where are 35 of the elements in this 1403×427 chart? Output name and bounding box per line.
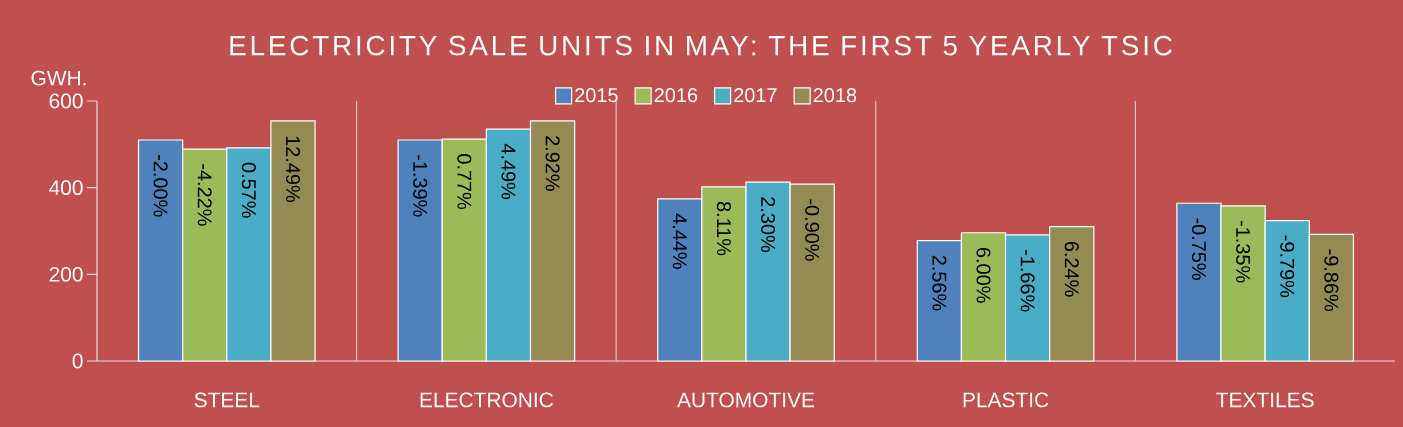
y-tick-label: 400: [49, 180, 83, 196]
annotation: 6.00%: [976, 247, 991, 303]
y-tick-label: 600: [49, 93, 83, 109]
annotation: -0.75%: [1191, 218, 1206, 280]
annotation: -9.86%: [1324, 249, 1339, 312]
annotation: 4.49%: [501, 143, 516, 200]
legend-label: 2015: [575, 88, 618, 103]
chart-title: ELECTRICITY SALE UNITS IN MAY: THE FIRST 5 YEARLY TSIC: [230, 35, 1172, 56]
x-tick-label: TEXTILES: [1216, 392, 1314, 408]
annotation: 4.44%: [672, 213, 687, 269]
annotation: 6.24%: [1064, 241, 1079, 297]
annotation: -0.90%: [805, 199, 820, 261]
annotation: 2.56%: [932, 255, 947, 311]
annotation: -1.35%: [1236, 220, 1251, 283]
annotation: 8.11%: [716, 201, 731, 256]
x-tick-label: STEEL: [194, 392, 260, 408]
annotation: -4.22%: [197, 164, 212, 226]
annotation: 12.49%: [285, 136, 301, 202]
annotation: 2.92%: [545, 136, 560, 191]
y-tick-label: 0: [72, 353, 83, 369]
legend-label: 2018: [813, 88, 857, 103]
x-tick-label: AUTOMOTIVE: [677, 392, 815, 408]
legend-label: 2016: [654, 88, 698, 103]
x-tick-label: PLASTIC: [963, 392, 1049, 408]
annotation: 2.30%: [760, 197, 776, 253]
y-tick-label: 200: [49, 266, 83, 282]
legend-label: 2017: [734, 88, 777, 103]
annotation: -9.79%: [1280, 235, 1295, 298]
annotation: -2.00%: [153, 155, 168, 217]
y-axis-title: GWH.: [31, 70, 86, 86]
annotation: 0.77%: [457, 154, 472, 210]
annotation: 0.57%: [241, 162, 256, 218]
x-tick-label: ELECTRONIC: [420, 392, 554, 408]
annotation: -1.66%: [1020, 249, 1035, 312]
annotation: -1.39%: [413, 155, 428, 217]
